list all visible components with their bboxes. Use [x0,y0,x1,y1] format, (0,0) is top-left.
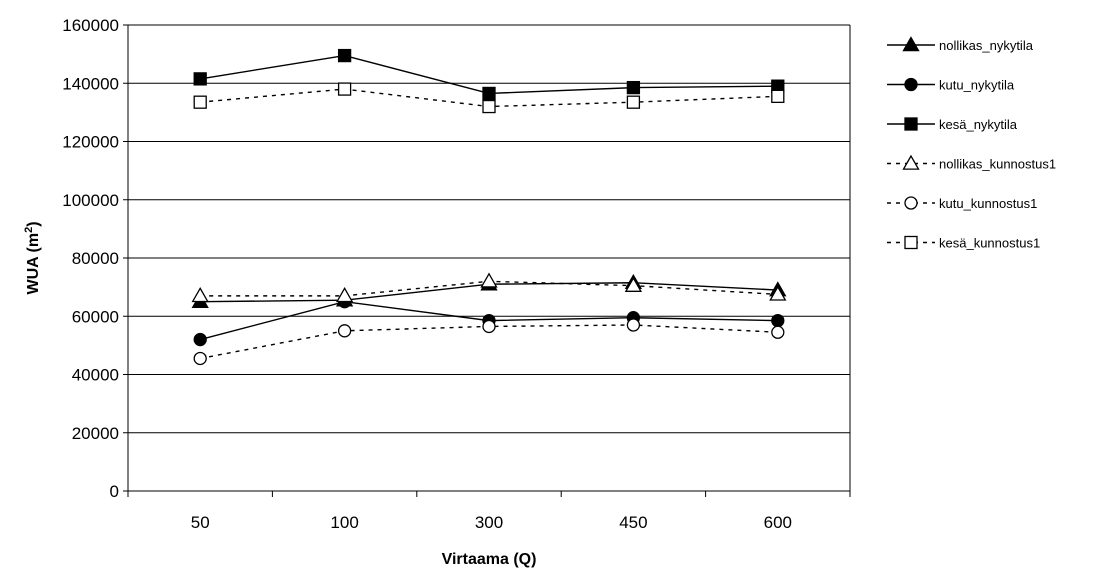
y-axis-title-main: WUA (m [25,233,42,295]
legend-item-kesa-nykytila: kesä_nykytila [887,117,1018,132]
y-tick-label: 40000 [72,366,119,385]
y-tick-label: 60000 [72,307,119,326]
point-nollikas-kunnostus1 [624,276,643,292]
legend: nollikas_nykytila kutu_nykytila kesä_nykyt… [887,36,1056,251]
point-kesa-nykytila [626,80,641,95]
point-kesa-kunnostus1 [626,95,641,109]
point-kesa-kunnostus1 [193,95,207,109]
x-tick-labels: 50 100 300 450 600 [191,513,792,532]
point-kesa-nykytila [482,86,496,101]
y-tick-label: 160000 [62,16,119,35]
legend-marker-nollikas-kunnostus1 [902,154,920,170]
point-nollikas-kunnostus1 [769,285,787,301]
legend-item-kutu-kunnostus1: kutu_kunnostus1 [887,196,1037,211]
x-tick-label: 100 [330,513,358,532]
y-tick-labels: 0 20000 40000 60000 80000 100000 120000 140000 1… [62,16,119,501]
series-markers [191,48,787,366]
point-kutu-kunnostus1 [193,351,207,366]
legend-label: kutu_kunnostus1 [939,196,1037,211]
legend-label: kesä_kunnostus1 [939,236,1040,251]
y-tick-label: 80000 [72,249,119,268]
y-tick-label: 140000 [62,74,119,93]
legend-item-kesa-kunnostus1: kesä_kunnostus1 [887,236,1040,251]
y-axis-title: WUA (m2) [23,221,42,294]
point-kesa-kunnostus1 [771,89,785,104]
legend-marker-nollikas-nykytila [902,36,920,52]
point-kesa-kunnostus1 [482,99,496,114]
point-kesa-kunnostus1 [337,82,352,96]
point-nollikas-kunnostus1 [335,287,354,303]
y-axis-title-superscript: 2 [23,227,35,233]
point-kutu-kunnostus1 [337,324,352,338]
y-axis-title-close: ) [25,221,42,226]
y-tick-label: 120000 [62,133,119,152]
x-tick-label: 600 [764,513,792,532]
legend-item-nollikas-kunnostus1: nollikas_kunnostus1 [887,154,1056,172]
point-kutu-kunnostus1 [771,325,785,339]
y-tick-label: 100000 [62,191,119,210]
legend-label: nollikas_kunnostus1 [939,157,1056,172]
legend-label: nollikas_nykytila [939,38,1034,53]
point-kesa-nykytila [193,72,207,86]
point-kutu-kunnostus1 [626,318,641,332]
legend-marker-kutu-nykytila [904,77,918,92]
y-tick-label: 0 [110,482,119,501]
legend-item-kutu-nykytila: kutu_nykytila [887,78,1015,93]
legend-label: kutu_nykytila [939,78,1015,93]
legend-marker-kutu-kunnostus1 [904,196,918,210]
legend-label: kesä_nykytila [939,117,1018,132]
y-tick-label: 20000 [72,424,119,443]
legend-item-nollikas-nykytila: nollikas_nykytila [887,36,1034,53]
x-tick-label: 50 [191,513,210,532]
point-nollikas-kunnostus1 [480,272,498,288]
point-kutu-nykytila [771,313,785,328]
legend-marker-kesa-kunnostus1 [904,235,918,250]
point-nollikas-kunnostus1 [191,287,209,303]
x-tick-label: 300 [475,513,503,532]
x-axis-title: Virtaama (Q) [442,551,537,568]
point-kutu-kunnostus1 [482,319,496,334]
legend-marker-kesa-nykytila [904,117,918,131]
point-kutu-nykytila [193,332,207,347]
x-tick-label: 450 [619,513,647,532]
axes [123,24,851,497]
point-kesa-nykytila [337,48,352,63]
